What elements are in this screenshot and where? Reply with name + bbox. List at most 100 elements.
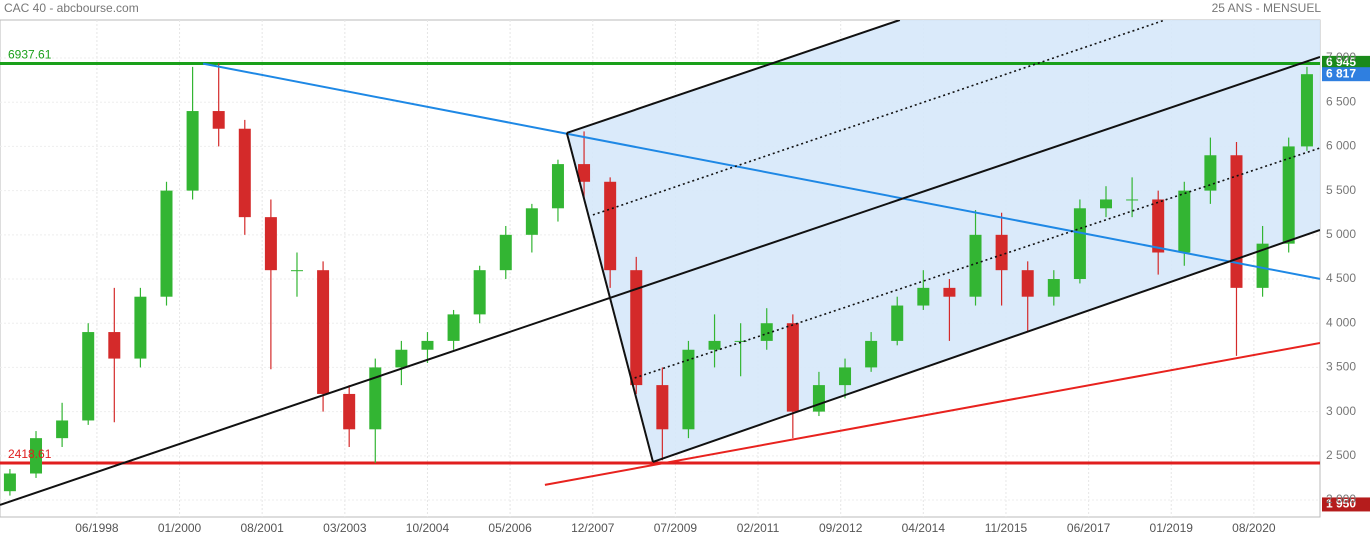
candle-body bbox=[1204, 155, 1217, 191]
channel-fill bbox=[566, 20, 1320, 462]
x-tick-label: 01/2019 bbox=[1150, 521, 1194, 535]
x-tick-label: 06/1998 bbox=[75, 521, 119, 535]
x-tick-label: 10/2004 bbox=[406, 521, 450, 535]
y-tick-label: 4 000 bbox=[1326, 315, 1356, 329]
x-tick-label: 01/2000 bbox=[158, 521, 202, 535]
candle-body bbox=[682, 349, 695, 430]
y-tick-label: 4 500 bbox=[1326, 271, 1356, 285]
x-tick-label: 04/2014 bbox=[902, 521, 946, 535]
candle-body bbox=[473, 270, 486, 315]
candle-body bbox=[317, 270, 330, 394]
trendline bbox=[565, 132, 654, 463]
candle-body bbox=[656, 385, 669, 430]
y-tick-label: 3 000 bbox=[1326, 404, 1356, 418]
candle-body bbox=[1178, 190, 1191, 253]
trendline bbox=[202, 62, 1320, 280]
y-tick-label: 6 000 bbox=[1326, 139, 1356, 153]
trendline bbox=[592, 20, 1166, 216]
price-tag-label: 6 817 bbox=[1326, 66, 1356, 80]
candle-body bbox=[343, 393, 356, 430]
candle-body bbox=[1100, 199, 1113, 209]
x-tick-label: 07/2009 bbox=[654, 521, 698, 535]
x-tick-label: 02/2011 bbox=[737, 521, 780, 535]
candle-body bbox=[551, 164, 564, 209]
x-tick-label: 03/2003 bbox=[323, 521, 367, 535]
candle-body bbox=[630, 270, 643, 386]
candle-body bbox=[1230, 155, 1243, 288]
candle-body bbox=[447, 314, 460, 341]
x-tick-label: 11/2015 bbox=[985, 521, 1028, 535]
candle-body bbox=[186, 111, 199, 191]
candle-body bbox=[134, 296, 147, 359]
candle-body bbox=[917, 287, 930, 306]
candle-body bbox=[108, 332, 121, 359]
candle-body bbox=[1047, 279, 1060, 297]
trendline bbox=[0, 56, 1320, 506]
candle-body bbox=[812, 385, 825, 412]
trendline bbox=[634, 147, 1320, 379]
y-tick-label: 2 500 bbox=[1326, 448, 1356, 462]
price-tag-label: 6 945 bbox=[1326, 55, 1356, 69]
candle-body bbox=[238, 128, 251, 218]
y-tick-label: 7 000 bbox=[1326, 50, 1356, 64]
candle-body bbox=[578, 164, 591, 182]
y-tick-label: 6 500 bbox=[1326, 94, 1356, 108]
x-tick-label: 12/2007 bbox=[571, 521, 615, 535]
candle-body bbox=[160, 190, 173, 297]
candle-body bbox=[30, 438, 43, 474]
candle-body bbox=[734, 340, 747, 342]
candle-body bbox=[1152, 199, 1165, 253]
candle-body bbox=[969, 234, 982, 297]
x-tick-label: 08/2020 bbox=[1232, 521, 1276, 535]
trendline bbox=[544, 341, 1320, 486]
candle-body bbox=[943, 287, 956, 297]
candle-body bbox=[760, 323, 773, 341]
candle-body bbox=[499, 234, 512, 271]
candle-body bbox=[604, 181, 617, 271]
horizontal-line-label: 2418.61 bbox=[8, 447, 52, 461]
candle-body bbox=[369, 367, 382, 430]
plot bbox=[0, 20, 1320, 517]
trendline bbox=[652, 229, 1320, 463]
candle-body bbox=[839, 367, 852, 386]
x-tick-label: 08/2001 bbox=[240, 521, 284, 535]
y-tick-label: 5 000 bbox=[1326, 227, 1356, 241]
price-tag bbox=[1322, 67, 1370, 82]
candle-body bbox=[82, 332, 95, 421]
candle-body bbox=[1021, 270, 1034, 297]
candle-body bbox=[3, 473, 16, 492]
x-tick-label: 05/2006 bbox=[488, 521, 532, 535]
candle-body bbox=[1126, 199, 1139, 201]
candle-body bbox=[395, 349, 408, 368]
price-tag bbox=[1322, 497, 1370, 512]
candle-body bbox=[891, 305, 904, 341]
candle-body bbox=[525, 208, 538, 235]
candle-body bbox=[421, 340, 434, 350]
horizontal-line-label: 6937.61 bbox=[8, 48, 52, 62]
y-tick-label: 3 500 bbox=[1326, 360, 1356, 374]
candle-body bbox=[995, 234, 1008, 271]
candle-body bbox=[865, 340, 878, 368]
x-tick-label: 09/2012 bbox=[819, 521, 863, 535]
price-tag-label: 1 950 bbox=[1326, 497, 1356, 511]
candle-body bbox=[1073, 208, 1086, 280]
chart-title: CAC 40 - abcbourse.com bbox=[4, 1, 139, 15]
candle-body bbox=[212, 111, 225, 129]
chart-subtitle: 25 ANS - MENSUEL bbox=[1212, 1, 1322, 15]
x-tick-label: 06/2017 bbox=[1067, 521, 1111, 535]
candle-body bbox=[708, 340, 721, 350]
y-tick-label: 5 500 bbox=[1326, 183, 1356, 197]
candle-body bbox=[786, 323, 799, 412]
candle-body bbox=[1256, 243, 1269, 288]
y-tick-label: 2 000 bbox=[1326, 492, 1356, 506]
candle-body bbox=[290, 270, 303, 272]
price-tag bbox=[1322, 55, 1370, 70]
candle-body bbox=[264, 217, 277, 271]
candle-body bbox=[56, 420, 69, 439]
candle-body bbox=[1282, 146, 1295, 244]
trendline bbox=[566, 20, 901, 134]
candle-body bbox=[1300, 74, 1313, 147]
